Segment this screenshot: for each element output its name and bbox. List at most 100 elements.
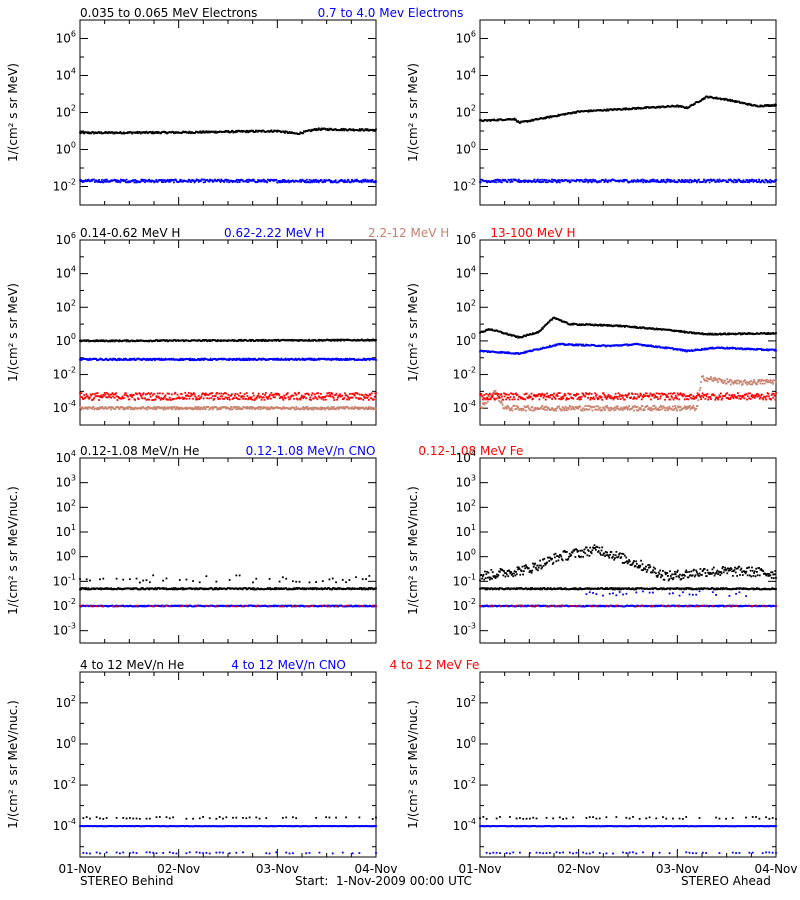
data-point bbox=[310, 130, 312, 133]
data-point bbox=[250, 396, 253, 399]
data-point bbox=[556, 115, 559, 117]
data-point bbox=[281, 406, 284, 409]
data-point bbox=[250, 398, 252, 400]
data-point bbox=[252, 394, 255, 397]
data-point bbox=[299, 408, 302, 411]
data-point bbox=[558, 392, 561, 394]
data-point bbox=[141, 178, 144, 181]
data-point bbox=[553, 344, 556, 347]
data-point bbox=[315, 181, 318, 184]
data-point bbox=[761, 179, 764, 182]
data-point bbox=[190, 132, 192, 135]
data-point bbox=[323, 179, 326, 181]
data-point bbox=[204, 392, 207, 395]
data-point bbox=[350, 180, 353, 183]
data-point bbox=[305, 407, 308, 410]
data-point bbox=[626, 408, 629, 411]
data-point bbox=[724, 332, 727, 335]
data-point bbox=[351, 129, 354, 132]
data-point bbox=[672, 409, 675, 412]
data-point bbox=[259, 408, 262, 411]
data-point bbox=[241, 408, 244, 410]
data-point bbox=[301, 357, 304, 360]
data-point bbox=[547, 394, 550, 397]
data-point bbox=[689, 408, 692, 411]
data-point bbox=[88, 396, 91, 399]
data-point bbox=[226, 396, 228, 399]
data-point bbox=[675, 348, 678, 350]
data-point bbox=[205, 130, 208, 133]
data-point bbox=[361, 359, 364, 361]
data-point bbox=[553, 409, 556, 412]
data-point bbox=[118, 408, 121, 411]
data-point bbox=[218, 408, 221, 411]
data-point bbox=[657, 407, 659, 410]
data-point bbox=[544, 117, 546, 120]
data-point bbox=[656, 179, 659, 181]
data-point bbox=[257, 130, 259, 133]
data-point bbox=[283, 406, 286, 409]
data-point bbox=[197, 408, 199, 411]
data-point bbox=[664, 409, 667, 412]
data-point bbox=[486, 398, 489, 401]
data-point bbox=[368, 398, 370, 401]
data-point bbox=[245, 398, 247, 400]
y-tick-label: 106 bbox=[456, 231, 476, 247]
data-point bbox=[686, 350, 688, 353]
data-point bbox=[96, 395, 98, 397]
data-point bbox=[543, 325, 546, 328]
data-point bbox=[162, 398, 165, 401]
data-point bbox=[79, 406, 82, 409]
data-point bbox=[200, 406, 203, 409]
data-point bbox=[712, 377, 715, 380]
data-point bbox=[238, 179, 240, 181]
data-point bbox=[121, 406, 124, 409]
data-point bbox=[765, 380, 768, 383]
data-point bbox=[488, 398, 491, 401]
data-point bbox=[682, 181, 685, 183]
data-point bbox=[209, 359, 211, 361]
data-point bbox=[765, 105, 768, 107]
data-point bbox=[369, 179, 372, 182]
data-point bbox=[553, 178, 556, 181]
series-blue-1 bbox=[479, 342, 777, 355]
title-part-black: 0.14-0.62 MeV H bbox=[80, 226, 180, 240]
data-point bbox=[501, 404, 504, 406]
data-point bbox=[509, 396, 512, 398]
data-point bbox=[173, 397, 175, 400]
data-point bbox=[153, 406, 156, 409]
data-point bbox=[298, 132, 301, 135]
data-point bbox=[237, 407, 240, 409]
data-point bbox=[179, 357, 182, 360]
data-point bbox=[748, 381, 751, 383]
data-point bbox=[225, 407, 228, 410]
data-point bbox=[558, 181, 561, 184]
data-point bbox=[742, 179, 745, 182]
data-point bbox=[176, 406, 179, 409]
data-point bbox=[209, 408, 211, 410]
data-point bbox=[521, 397, 524, 400]
data-point bbox=[505, 352, 508, 355]
data-point bbox=[120, 178, 122, 181]
data-point bbox=[642, 181, 645, 184]
data-point bbox=[596, 408, 599, 411]
data-point bbox=[497, 180, 500, 183]
data-point bbox=[293, 358, 296, 361]
data-point bbox=[513, 117, 516, 120]
data-point bbox=[301, 407, 304, 410]
data-point bbox=[332, 181, 335, 184]
data-point bbox=[549, 396, 551, 399]
data-point bbox=[254, 130, 257, 133]
data-point bbox=[288, 398, 291, 401]
data-point bbox=[638, 408, 640, 411]
data-point bbox=[330, 392, 333, 394]
data-point bbox=[319, 406, 322, 409]
y-tick-label: 10-4 bbox=[453, 399, 476, 415]
data-point bbox=[153, 392, 156, 395]
data-point bbox=[504, 179, 507, 181]
data-point bbox=[335, 392, 338, 395]
data-point bbox=[164, 181, 167, 183]
data-point bbox=[503, 395, 506, 398]
data-point bbox=[228, 408, 231, 411]
data-point bbox=[561, 398, 563, 400]
